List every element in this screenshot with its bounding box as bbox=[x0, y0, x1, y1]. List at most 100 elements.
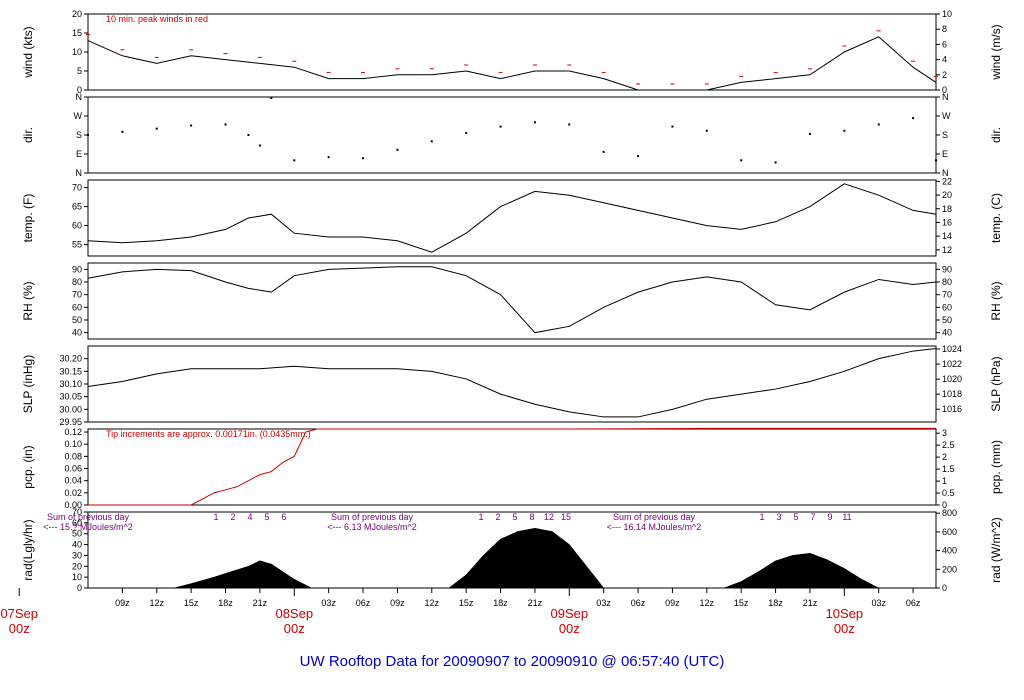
wind-right-tick-label: 6 bbox=[942, 39, 947, 49]
direction-point bbox=[568, 123, 571, 126]
hour-tick-label: 21z bbox=[803, 598, 818, 608]
temperature-right-tick-label: 14 bbox=[942, 231, 952, 241]
radiation-right-tick-label: 200 bbox=[942, 564, 957, 574]
day-label: 08Sep bbox=[275, 606, 313, 621]
radiation-left-tick-label: 70 bbox=[72, 507, 82, 517]
hour-tick-label: 09z bbox=[390, 598, 405, 608]
temperature-right-tick-label: 18 bbox=[942, 204, 952, 214]
direction-left-axis-label: dir. bbox=[21, 127, 35, 143]
direction-point bbox=[602, 150, 605, 153]
direction-point bbox=[362, 157, 365, 160]
direction-left-tick-label: W bbox=[74, 111, 83, 121]
precipitation-right-axis-label: pcp. (mm) bbox=[989, 440, 1003, 494]
temperature-right-tick-label: 22 bbox=[942, 176, 952, 186]
hour-tick-label: 15z bbox=[184, 598, 199, 608]
radiation-area bbox=[173, 527, 879, 589]
wind-right-tick-label: 2 bbox=[942, 70, 947, 80]
direction-point bbox=[190, 124, 193, 127]
direction-left-tick-label: N bbox=[76, 168, 83, 178]
pressure-panel: 29.95 30.00 30.05 30.10 30.15 30.20 1016 1018 10… bbox=[21, 344, 1003, 427]
humidity-left-tick-label: 40 bbox=[72, 328, 82, 338]
radiation-left-tick-label: 60 bbox=[72, 518, 82, 528]
hour-tick-label: 18z bbox=[768, 598, 783, 608]
temperature-line bbox=[87, 183, 937, 253]
precipitation-right-tick-label: 2.5 bbox=[942, 440, 955, 450]
direction-point bbox=[465, 131, 468, 134]
wind-left-tick-label: 5 bbox=[77, 66, 82, 76]
humidity-left-tick-label: 80 bbox=[72, 277, 82, 287]
pressure-left-tick-label: 30.10 bbox=[59, 379, 82, 389]
day-hour-label: 00z bbox=[559, 621, 580, 636]
humidity-right-tick-label: 80 bbox=[942, 277, 952, 287]
radiation-hour-mark: 9 bbox=[827, 512, 832, 522]
direction-left-tick-label: S bbox=[76, 130, 82, 140]
wind-right-tick-label: 10 bbox=[942, 9, 952, 19]
wind-left-axis-label: wind (kts) bbox=[21, 26, 35, 78]
direction-right-axis-label: dir. bbox=[989, 127, 1003, 143]
humidity-left-axis-label: RH (%) bbox=[21, 281, 35, 320]
temperature-left-axis-label: temp. (F) bbox=[21, 194, 35, 243]
wind-right-tick-label: 8 bbox=[942, 24, 947, 34]
precipitation-frame bbox=[87, 428, 937, 506]
radiation-panel: 0102030405060700200400600800rad(Lgly/hr)… bbox=[21, 507, 1003, 593]
wind-left-tick-label: 20 bbox=[72, 9, 82, 19]
radiation-left-axis-label: rad(Lgly/hr) bbox=[21, 519, 35, 580]
radiation-hour-mark: 11 bbox=[842, 512, 851, 522]
humidity-panel: 40 50 60 70 80 90 40 50 60 70 80 90 RH (%) RH (%) bbox=[21, 262, 1003, 340]
precipitation-line bbox=[88, 427, 936, 506]
radiation-right-tick-label: 400 bbox=[942, 546, 957, 556]
humidity-right-tick-label: 60 bbox=[942, 302, 952, 312]
direction-point bbox=[121, 130, 124, 133]
pressure-left-axis-label: SLP (inHg) bbox=[21, 355, 35, 413]
radiation-left-tick-label: 20 bbox=[72, 561, 82, 571]
time-axis: 09z 12z 15z 18z 21z 03z 06z 09z 12z 15z 18z 21z 03z 0… bbox=[0, 588, 921, 636]
radiation-hour-mark: 5 bbox=[512, 512, 517, 522]
wind-frame bbox=[87, 13, 937, 91]
humidity-line bbox=[87, 266, 937, 334]
pressure-right-tick-label: 1020 bbox=[942, 374, 962, 384]
hour-tick-label: 15z bbox=[734, 598, 749, 608]
direction-point bbox=[247, 134, 250, 136]
radiation-hour-mark: 5 bbox=[264, 512, 269, 522]
direction-point bbox=[430, 140, 433, 143]
day-hour-label: 00z bbox=[9, 621, 30, 636]
humidity-right-tick-label: 70 bbox=[942, 290, 952, 300]
direction-right-tick-label: N bbox=[942, 92, 949, 102]
direction-point bbox=[877, 123, 880, 126]
radiation-hour-mark: 7 bbox=[810, 512, 815, 522]
humidity-left-tick-label: 50 bbox=[72, 315, 82, 325]
precipitation-right-tick-label: 0.5 bbox=[942, 488, 955, 498]
precipitation-left-tick-label: 0.04 bbox=[64, 476, 82, 486]
direction-point bbox=[637, 155, 640, 158]
hour-tick-label: 03z bbox=[321, 598, 336, 608]
radiation-hour-mark: 2 bbox=[495, 512, 500, 522]
direction-point bbox=[224, 123, 227, 126]
direction-point bbox=[533, 121, 536, 124]
humidity-right-tick-label: 40 bbox=[942, 328, 952, 338]
direction-right-tick-label: N bbox=[942, 168, 949, 178]
temperature-right-tick-label: 16 bbox=[942, 217, 952, 227]
direction-point bbox=[935, 159, 937, 162]
direction-frame bbox=[87, 96, 937, 174]
radiation-hour-mark: 15 bbox=[561, 512, 571, 522]
hour-tick-label: 06z bbox=[356, 598, 371, 608]
hour-tick-label: 06z bbox=[631, 598, 646, 608]
radiation-left-tick-label: 30 bbox=[72, 550, 82, 560]
radiation-hour-mark: 3 bbox=[776, 512, 781, 522]
hour-tick-label: 09z bbox=[115, 598, 130, 608]
temperature-right-axis-label: temp. (C) bbox=[989, 193, 1003, 243]
humidity-right-tick-label: 90 bbox=[942, 264, 952, 274]
precipitation-left-tick-label: 0.06 bbox=[64, 464, 82, 474]
radiation-hour-mark: 1 bbox=[213, 512, 218, 522]
temperature-left-tick-label: 70 bbox=[72, 183, 82, 193]
direction-point bbox=[270, 97, 273, 100]
day-hour-label: 00z bbox=[284, 621, 305, 636]
humidity-right-axis-label: RH (%) bbox=[989, 281, 1003, 320]
radiation-hour-mark: 5 bbox=[793, 512, 798, 522]
direction-point bbox=[155, 127, 158, 130]
hour-tick-label: 15z bbox=[459, 598, 474, 608]
radiation-left-tick-label: 50 bbox=[72, 529, 82, 539]
